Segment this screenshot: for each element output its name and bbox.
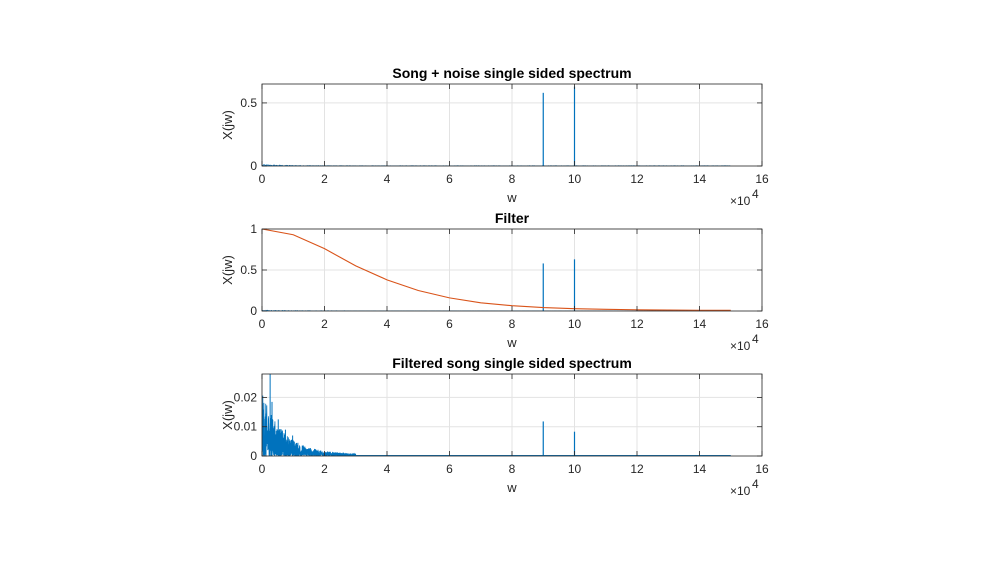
x-tick-label: 0 <box>259 462 266 476</box>
x-tick-label: 12 <box>630 172 644 186</box>
x-tick-label: 16 <box>755 172 769 186</box>
x-tick-label: 2 <box>321 317 328 331</box>
subplot-title: Filtered song single sided spectrum <box>392 355 632 371</box>
x-tick-label: 14 <box>693 462 707 476</box>
x-axis-label: w <box>506 190 517 205</box>
x-exponent-power: 4 <box>752 477 759 491</box>
y-tick-label: 0 <box>250 159 257 173</box>
x-tick-label: 4 <box>384 317 391 331</box>
y-axis-label: X(jw) <box>220 400 235 430</box>
x-exponent-label: ×10 <box>730 339 751 353</box>
x-tick-label: 6 <box>446 172 453 186</box>
subplot-1: 0 2 4 6 8 10 12 14 16 0 0.5 Song + noise single sid… <box>220 65 769 208</box>
x-exponent-power: 4 <box>752 332 759 346</box>
subplot-title: Song + noise single sided spectrum <box>392 65 631 81</box>
x-tick-label: 4 <box>384 172 391 186</box>
x-tick-label: 8 <box>509 317 516 331</box>
x-tick-label: 0 <box>259 172 266 186</box>
y-axis-label: X(jw) <box>220 255 235 285</box>
y-tick-label: 0 <box>250 304 257 318</box>
y-axis-label: X(jw) <box>220 110 235 140</box>
x-tick-label: 10 <box>568 172 582 186</box>
x-tick-label: 2 <box>321 462 328 476</box>
x-tick-label: 6 <box>446 317 453 331</box>
subplot-3: 0 2 4 6 8 10 12 14 16 0 0.01 0.02 Filtered song sing… <box>220 355 769 498</box>
y-tick-label: 0 <box>250 449 257 463</box>
x-tick-label: 6 <box>446 462 453 476</box>
x-tick-label: 10 <box>568 317 582 331</box>
x-exponent-label: ×10 <box>730 194 751 208</box>
x-tick-label: 2 <box>321 172 328 186</box>
x-tick-label: 12 <box>630 317 644 331</box>
x-tick-label: 16 <box>755 462 769 476</box>
data-layer <box>262 374 731 456</box>
x-tick-label: 8 <box>509 172 516 186</box>
subplot-title: Filter <box>495 210 530 226</box>
filter-curve <box>262 229 731 311</box>
x-tick-label: 14 <box>693 317 707 331</box>
x-axis-label: w <box>506 335 517 350</box>
x-tick-label: 16 <box>755 317 769 331</box>
x-exponent-power: 4 <box>752 187 759 201</box>
y-tick-label: 0.02 <box>234 390 258 404</box>
x-axis-label: w <box>506 480 517 495</box>
x-tick-label: 10 <box>568 462 582 476</box>
x-tick-label: 8 <box>509 462 516 476</box>
series-low-frequency-content <box>262 395 731 456</box>
x-exponent-label: ×10 <box>730 484 751 498</box>
y-tick-label: 0.01 <box>234 420 258 434</box>
y-tick-label: 0.5 <box>240 263 257 277</box>
x-tick-label: 14 <box>693 172 707 186</box>
x-tick-label: 4 <box>384 462 391 476</box>
x-tick-label: 0 <box>259 317 266 331</box>
y-tick-label: 0.5 <box>240 96 257 110</box>
x-tick-label: 12 <box>630 462 644 476</box>
y-tick-label: 1 <box>250 222 257 236</box>
